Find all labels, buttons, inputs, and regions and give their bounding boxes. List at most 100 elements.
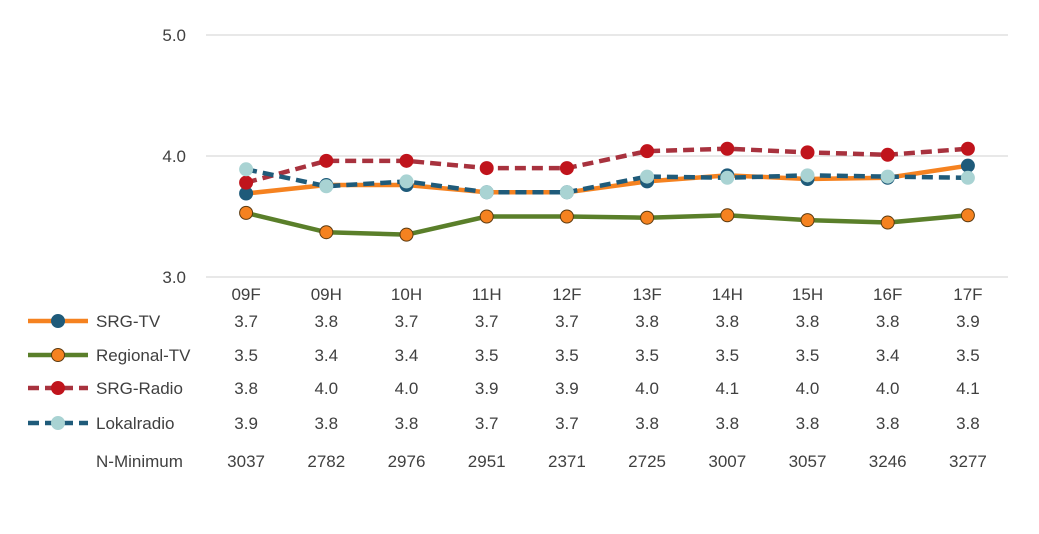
data-point: [720, 141, 735, 156]
table-cell: 2725: [628, 452, 666, 471]
table-row: SRG-Radio 3.8 4.0 4.0 3.9 3.9 4.0 4.1 4.0 4.0 4.1: [28, 379, 980, 398]
table-cell: 3.5: [635, 346, 659, 365]
table-cell: 3.7: [395, 312, 419, 331]
data-point: [720, 208, 735, 223]
data-point: [880, 215, 895, 230]
table-cell: 3.8: [314, 312, 338, 331]
table-cell: 3.9: [475, 379, 499, 398]
x-tick-label: 09H: [311, 285, 342, 304]
table-cell: 3.8: [635, 414, 659, 433]
legend-label: SRG-TV: [96, 312, 161, 331]
table-cell: 4.0: [395, 379, 419, 398]
x-tick-label: 12F: [552, 285, 581, 304]
table-cell: 2976: [388, 452, 426, 471]
x-tick-label: 13F: [632, 285, 661, 304]
series-lines: [239, 141, 975, 242]
legend-marker: [51, 416, 65, 430]
table-cell: 3.9: [956, 312, 980, 331]
data-table: SRG-TV 3.7 3.8 3.7 3.7 3.7 3.8 3.8 3.8 3.8 3.9 Regi…: [28, 312, 987, 471]
data-point: [960, 170, 975, 185]
x-axis-labels: 09F 09H 10H 11H 12F 13F 14H 15H 16F 17F: [231, 285, 982, 304]
table-cell: 3.7: [234, 312, 258, 331]
data-point: [319, 153, 334, 168]
table-cell: 3.5: [555, 346, 579, 365]
data-point: [640, 169, 655, 184]
data-point: [960, 208, 975, 223]
x-tick-label: 15H: [792, 285, 823, 304]
data-point: [319, 225, 334, 240]
table-cell: 3.9: [234, 414, 258, 433]
data-point: [720, 170, 735, 185]
table-cell: 4.1: [715, 379, 739, 398]
table-cell: 3.8: [314, 414, 338, 433]
table-cell: 3.5: [715, 346, 739, 365]
data-point: [800, 213, 815, 228]
table-cell: 3.8: [715, 312, 739, 331]
table-row: Regional-TV 3.5 3.4 3.4 3.5 3.5 3.5 3.5 3.5 3.4 3.…: [28, 346, 980, 365]
n-minimum-label: N-Minimum: [96, 452, 183, 471]
legend-label: SRG-Radio: [96, 379, 183, 398]
table-row: Lokalradio 3.9 3.8 3.8 3.7 3.7 3.8 3.8 3.8 3.8 3.8: [28, 414, 980, 433]
x-tick-label: 11H: [472, 285, 502, 304]
series-line: [245, 167, 968, 195]
data-point: [319, 179, 334, 194]
table-cell: 3.8: [395, 414, 419, 433]
data-point: [800, 168, 815, 183]
data-point: [479, 161, 494, 176]
x-tick-label: 09F: [231, 285, 260, 304]
table-cell: 2951: [468, 452, 506, 471]
table-cell: 3277: [949, 452, 987, 471]
table-cell: 3.9: [555, 379, 579, 398]
table-row-n-minimum: N-Minimum 3037 2782 2976 2951 2371 2725 3007 305…: [96, 452, 987, 471]
table-cell: 3.7: [475, 414, 499, 433]
data-point: [880, 147, 895, 162]
data-point: [559, 209, 574, 224]
legend-label: Lokalradio: [96, 414, 174, 433]
table-cell: 4.0: [314, 379, 338, 398]
table-cell: 3.5: [956, 346, 980, 365]
table-cell: 3.5: [475, 346, 499, 365]
data-point: [559, 185, 574, 200]
data-point: [479, 185, 494, 200]
x-tick-label: 16F: [873, 285, 902, 304]
data-point: [559, 161, 574, 176]
data-point: [239, 162, 254, 177]
table-cell: 3.8: [234, 379, 258, 398]
table-cell: 3007: [708, 452, 746, 471]
y-tick-label: 5.0: [162, 26, 186, 45]
series-srg-tv: [239, 158, 975, 201]
data-point: [960, 158, 975, 173]
table-cell: 3.4: [876, 346, 900, 365]
table-cell: 3.8: [796, 312, 820, 331]
legend-marker: [51, 314, 65, 328]
table-cell: 4.0: [876, 379, 900, 398]
data-point: [239, 175, 254, 190]
series-line: [245, 210, 969, 237]
y-axis: 3.0 4.0 5.0: [162, 26, 186, 287]
table-cell: 2371: [548, 452, 586, 471]
table-cell: 3.8: [876, 312, 900, 331]
series-line: [245, 146, 969, 185]
legend-marker: [51, 348, 65, 362]
data-point: [479, 209, 494, 224]
table-cell: 4.0: [796, 379, 820, 398]
data-point: [640, 210, 655, 225]
table-cell: 3.8: [796, 414, 820, 433]
data-point: [880, 169, 895, 184]
table-row: SRG-TV 3.7 3.8 3.7 3.7 3.7 3.8 3.8 3.8 3.8 3.9: [28, 312, 980, 331]
table-cell: 3.7: [475, 312, 499, 331]
series-srg-radio: [239, 141, 975, 190]
x-tick-label: 14H: [712, 285, 743, 304]
table-cell: 3.5: [796, 346, 820, 365]
data-point: [399, 227, 414, 242]
table-cell: 4.1: [956, 379, 980, 398]
table-cell: 3.4: [314, 346, 338, 365]
legend-marker: [51, 381, 65, 395]
table-cell: 3246: [869, 452, 907, 471]
series-line: [245, 163, 969, 196]
table-cell: 3.5: [234, 346, 258, 365]
data-point: [800, 145, 815, 160]
x-tick-label: 10H: [391, 285, 422, 304]
table-cell: 3.7: [555, 312, 579, 331]
